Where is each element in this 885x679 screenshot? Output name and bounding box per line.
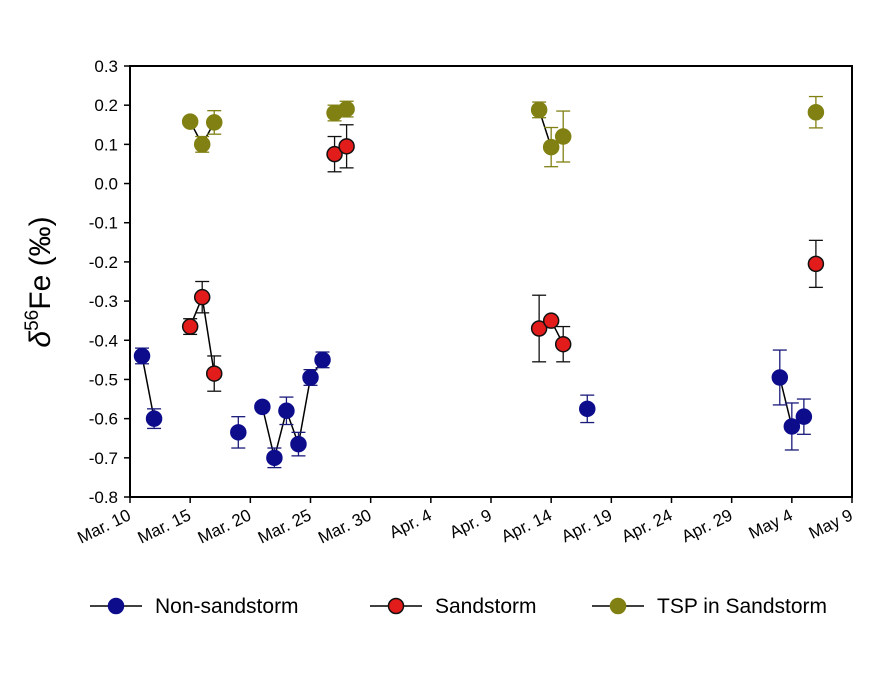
data-point (338, 100, 355, 118)
y-tick-label: -0.2 (89, 253, 118, 272)
data-point (542, 312, 560, 329)
legend-marker (387, 597, 405, 615)
y-tick-label: -0.6 (89, 410, 118, 429)
series-non-sandstorm (133, 347, 813, 469)
y-tick-label: -0.1 (89, 214, 118, 233)
y-tick-label: 0.3 (94, 57, 118, 76)
legend-marker (609, 597, 627, 615)
data-point (554, 128, 572, 145)
data-point (314, 351, 331, 369)
series-connector-line (779, 377, 793, 427)
data-point (795, 408, 813, 425)
y-axis-label-main: Fe (‰) (24, 216, 57, 309)
data-point (290, 435, 307, 453)
y-tick-label: -0.3 (89, 292, 118, 311)
y-axis-label: δ56Fe (‰) (22, 216, 57, 347)
x-tick-label: Apr. 19 (558, 506, 615, 547)
y-tick-label: 0.0 (94, 175, 118, 194)
y-tick-label: -0.5 (89, 370, 118, 389)
legend-label: TSP in Sandstorm (657, 595, 827, 618)
data-point (579, 400, 596, 418)
data-point (145, 410, 163, 427)
x-tick-label: May 9 (806, 506, 856, 543)
data-point (530, 320, 548, 337)
data-point (205, 114, 223, 131)
data-point (554, 335, 572, 353)
data-point (254, 398, 271, 416)
x-tick-label: Mar. 15 (135, 506, 194, 548)
data-point (266, 449, 283, 467)
data-point (133, 347, 151, 365)
data-point (807, 255, 825, 273)
series-connector-line (201, 297, 215, 374)
plot-area (133, 95, 825, 469)
series-connector-line (261, 406, 276, 458)
data-point (302, 369, 319, 386)
data-point (530, 101, 548, 119)
x-tick-label: Apr. 9 (446, 506, 494, 543)
legend-label: Non-sandstorm (155, 595, 299, 618)
y-tick-label: -0.7 (89, 449, 118, 468)
data-point (193, 288, 211, 306)
series-connector-line (297, 377, 312, 445)
legend-item: Non-sandstorm (90, 595, 299, 618)
series-tsp-in-sandstorm (181, 95, 825, 168)
x-tick-label: Mar. 20 (195, 506, 254, 548)
x-tick-label: Apr. 24 (619, 506, 676, 547)
data-point (542, 138, 560, 156)
legend-marker (107, 597, 125, 615)
data-point (181, 318, 199, 335)
y-tick-label: -0.8 (89, 488, 118, 507)
data-point (771, 369, 789, 386)
data-point (193, 136, 211, 153)
data-point (783, 418, 801, 435)
x-tick-label: Apr. 4 (386, 506, 434, 543)
data-point (807, 103, 825, 121)
y-axis-label-superscript: 56 (22, 310, 43, 331)
series-connector-line (141, 355, 155, 419)
data-point (181, 113, 199, 130)
y-axis: -0.8 -0.7 -0.6 -0.5 -0.4 -0.3 -0.2 -0.1 0.0 0.1 0.… (89, 57, 130, 507)
data-point (230, 424, 247, 441)
legend: Non-sandstorm Sandstorm TSP in Sandstorm (90, 595, 827, 618)
x-tick-label: Apr. 29 (679, 506, 736, 547)
x-tick-label: Mar. 25 (255, 506, 314, 548)
x-tick-label: May 4 (746, 506, 796, 543)
y-tick-label: 0.1 (94, 135, 118, 154)
y-tick-label: -0.4 (89, 331, 118, 350)
data-point (326, 145, 343, 163)
y-axis-label-delta: δ (24, 331, 57, 348)
y-tick-label: 0.2 (94, 96, 118, 115)
legend-item: TSP in Sandstorm (592, 595, 827, 618)
data-point (205, 365, 223, 382)
series-sandstorm (181, 124, 825, 392)
x-tick-label: Mar. 30 (315, 506, 374, 548)
x-tick-label: Mar. 10 (74, 506, 133, 548)
x-tick-label: Apr. 14 (498, 506, 555, 547)
legend-label: Sandstorm (435, 595, 537, 618)
data-point (278, 402, 295, 420)
legend-item: Sandstorm (370, 595, 537, 618)
data-point (338, 138, 355, 155)
x-axis: Mar. 10 Mar. 15 Mar. 20 Mar. 25 Mar. 30 Apr. … (74, 497, 856, 548)
